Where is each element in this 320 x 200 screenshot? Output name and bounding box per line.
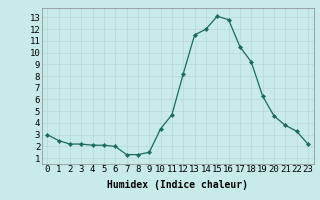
X-axis label: Humidex (Indice chaleur): Humidex (Indice chaleur) [107, 180, 248, 190]
